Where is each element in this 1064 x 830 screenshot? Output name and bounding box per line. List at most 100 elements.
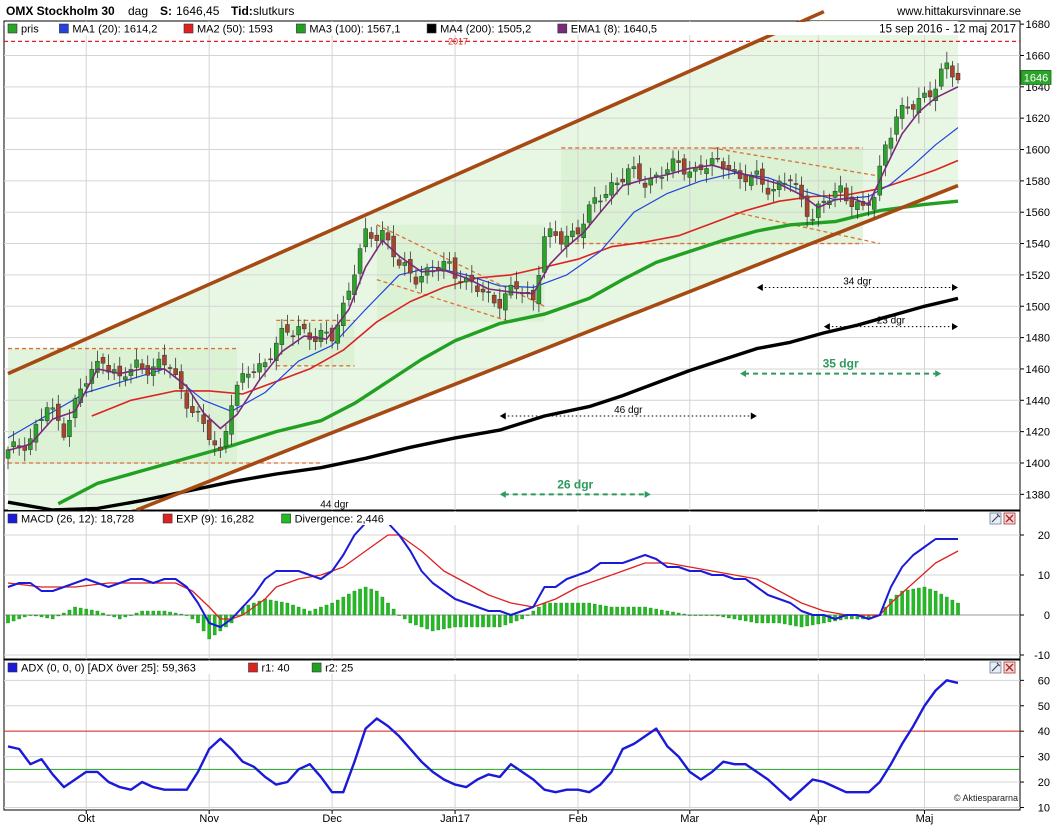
y-tick-label: 1580 [1026, 176, 1050, 188]
candle-body [799, 184, 804, 200]
ema1-line [7, 86, 959, 452]
legend-swatch [281, 513, 291, 524]
divergence-bar [665, 610, 670, 616]
divergence-bar [626, 606, 631, 616]
y-tick-label: 1420 [1026, 427, 1050, 439]
candle-body [743, 174, 748, 183]
divergence-bar [598, 604, 603, 616]
divergence-bar [794, 614, 798, 627]
legend-band [5, 512, 1019, 525]
channel-lower-line [135, 183, 959, 512]
divergence-bar [570, 602, 575, 616]
candle-body [95, 360, 100, 373]
legend-label: ADX (0, 0, 0) [ADX över 25]: 59,363 [21, 663, 196, 675]
candle-body [363, 228, 368, 248]
y-tick-label: 40 [1038, 726, 1050, 738]
candle-body [413, 276, 419, 285]
divergence-bar [90, 609, 94, 616]
candle-body [715, 157, 720, 160]
candle-body [156, 358, 162, 370]
candle-body [5, 449, 11, 459]
divergence-bar [956, 602, 960, 616]
divergence-bar [414, 614, 418, 626]
divergence-bar [548, 602, 552, 616]
divergence-bars [6, 586, 960, 640]
x-tick-label: Jan17 [440, 813, 470, 825]
divergence-bar [11, 614, 16, 622]
candle-body [782, 183, 788, 185]
macd-panel-frame [3, 510, 1021, 660]
candle-body [821, 200, 827, 203]
candle-body [793, 183, 799, 185]
divergence-bar [168, 611, 172, 616]
candle-body [33, 424, 39, 443]
divergence-bar [509, 614, 513, 624]
divergence-bar [263, 598, 267, 616]
span-label: 34 dgr [843, 276, 872, 287]
divergence-bar [553, 602, 558, 616]
divergence-bar [481, 614, 485, 628]
divergence-bar [190, 614, 195, 620]
candle-body [648, 178, 653, 186]
candle-body [396, 259, 402, 266]
divergence-bar [922, 586, 927, 616]
divergence-bar [67, 609, 72, 616]
y-tick-label: 1460 [1026, 364, 1050, 376]
divergence-bar [95, 610, 100, 616]
candle-body [855, 201, 860, 210]
divergence-bar [498, 614, 502, 628]
candle-body [50, 407, 55, 410]
x-tick-label: Nov [199, 813, 219, 825]
divergence-bar [593, 603, 597, 616]
candle-body [788, 179, 793, 182]
divergence-bar [17, 614, 21, 620]
y-tick-label: 0 [1044, 610, 1050, 622]
y-tick-label: 1520 [1026, 270, 1050, 282]
divergence-bar [296, 606, 301, 616]
y-tick-label: 10 [1038, 570, 1050, 582]
divergence-bar [257, 600, 262, 616]
divergence-bar [648, 607, 653, 616]
y-tick-label: 1540 [1026, 239, 1050, 251]
legend-swatch [7, 513, 18, 524]
divergence-bar [380, 596, 385, 616]
candle-body [894, 116, 899, 135]
divergence-bar [369, 588, 373, 616]
candle-body [586, 204, 592, 223]
candle-body [816, 203, 821, 218]
divergence-bar [671, 611, 675, 616]
last-price-tag [1020, 70, 1052, 85]
divergence-bar [576, 602, 580, 616]
legend-swatch [311, 662, 322, 673]
candle-body [531, 289, 536, 301]
y-tick-label: 1560 [1026, 207, 1050, 219]
candle-body [905, 106, 910, 109]
divergence-bar [525, 614, 530, 616]
candle-body [547, 228, 553, 238]
candle-body [408, 259, 413, 274]
divergence-bar [34, 614, 38, 617]
candle-body [290, 335, 296, 337]
divergence-bar [738, 614, 742, 621]
divergence-bar [285, 602, 290, 616]
candle-body [570, 230, 575, 238]
divergence-bar [118, 614, 122, 620]
candle-body [927, 90, 933, 98]
candle-body [620, 178, 625, 183]
divergence-bar [889, 598, 893, 616]
divergence-bar [50, 614, 55, 620]
legend-swatch [7, 23, 18, 34]
x-tick-label: Okt [78, 813, 95, 825]
candle-body [922, 92, 927, 98]
candle-body [268, 358, 273, 361]
divergence-bar [604, 605, 608, 616]
y-tick-label: 1500 [1026, 301, 1050, 313]
candle-body [637, 163, 642, 180]
candle-body [39, 419, 44, 421]
candle-body [218, 446, 223, 451]
macd-line [7, 518, 958, 628]
divergence-bar [302, 608, 306, 616]
divergence-bar [442, 614, 446, 630]
candle-body [458, 281, 463, 283]
divergence-bar [676, 612, 681, 616]
